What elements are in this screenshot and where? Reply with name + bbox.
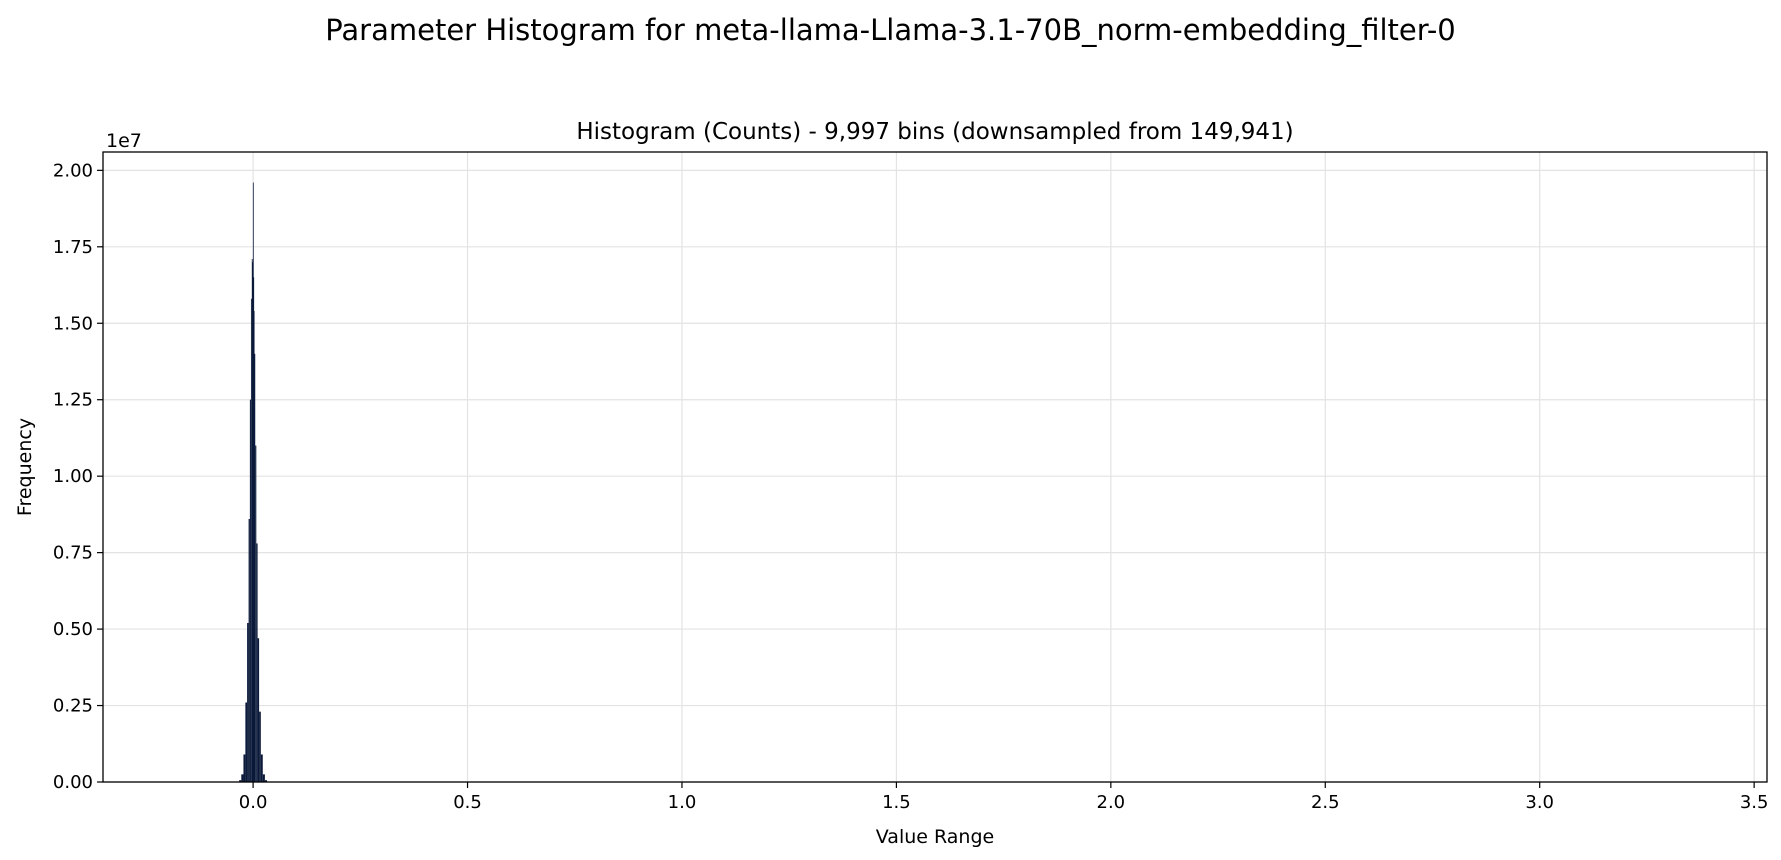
y-axis-ticks: 0.00 0.25 0.50 0.75 1.00 1.25 1.50 1.75 2.00 [53,160,103,793]
y-axis-label: Frequency [14,418,36,516]
figure-title: Parameter Histogram for meta-llama-Llama… [325,13,1456,47]
histogram-bar [247,622,249,782]
chart-title: Histogram (Counts) - 9,997 bins (downsam… [576,119,1293,145]
y-tick-label: 1.25 [53,390,93,411]
histogram-bar [256,543,258,782]
x-tick-label: 2.5 [1311,792,1340,813]
histogram-bar [254,353,256,782]
histogram-bar [245,702,248,782]
histogram-bar [253,311,255,782]
y-tick-label: 1.00 [53,466,93,487]
histogram-bar [255,445,257,782]
y-axis-offset-text: 1e7 [106,130,142,152]
x-tick-label: 3.5 [1740,792,1769,813]
histogram-bar [253,277,255,782]
x-axis-ticks: 0.0 0.5 1.0 1.5 2.0 2.5 3.0 3.5 [239,782,1769,813]
histogram-bars [239,182,268,783]
y-tick-label: 1.50 [53,313,93,334]
histogram-bar [241,774,244,782]
histogram-bar [260,754,263,782]
histogram-bar [251,259,253,783]
x-tick-label: 1.0 [668,792,697,813]
y-tick-label: 2.00 [53,160,93,181]
y-tick-label: 0.00 [53,772,93,793]
y-tick-label: 0.50 [53,619,93,640]
y-tick-label: 0.75 [53,543,93,564]
histogram-bar [239,780,242,782]
x-axis-label: Value Range [876,826,994,848]
histogram-bar [259,711,261,782]
y-tick-label: 1.75 [53,237,93,258]
x-tick-label: 1.5 [882,792,911,813]
histogram-bar [257,638,260,782]
grid-lines [103,152,1767,783]
x-tick-label: 0.0 [239,792,268,813]
histogram-bar [248,518,250,782]
x-tick-label: 2.0 [1097,792,1126,813]
histogram-bar [262,774,265,782]
x-tick-label: 0.5 [453,792,482,813]
histogram-bar [249,399,251,782]
histogram-bar [264,780,268,782]
plot-frame [102,151,1768,783]
x-tick-label: 3.0 [1525,792,1554,813]
histogram-bar [250,298,252,782]
histogram-bar [243,754,246,782]
histogram-bar [252,262,254,783]
histogram-bar [252,182,254,782]
y-tick-label: 0.25 [53,696,93,717]
